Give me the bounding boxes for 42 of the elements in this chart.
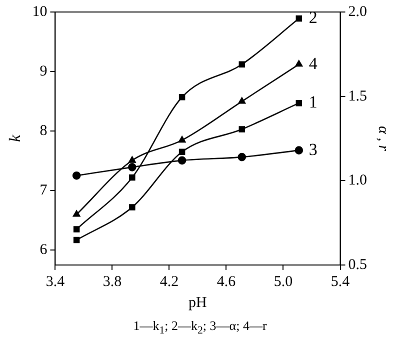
point	[238, 97, 246, 104]
y2-tick-label: 1.5	[348, 88, 367, 104]
y-axis-title: k	[6, 134, 24, 142]
point	[296, 100, 302, 106]
series-label: 1	[308, 92, 318, 112]
x-tick-label: 5.0	[274, 274, 293, 290]
point	[128, 163, 136, 172]
point	[294, 146, 304, 154]
point	[129, 204, 136, 210]
y2-axis-title: α , r	[375, 126, 392, 152]
y-tick-label: 6	[40, 242, 48, 258]
point	[129, 174, 136, 181]
y2-tick-label: 1.0	[348, 172, 367, 189]
text: 1—k$_{1}$; 2—k$_{2}$; 3—α; 4—r	[132, 318, 268, 337]
y-tick-label: 8	[40, 122, 48, 139]
series-label: 4	[308, 54, 318, 73]
point	[178, 156, 186, 165]
point	[73, 236, 80, 244]
point	[73, 226, 80, 232]
x-tick-label: 5.4	[330, 274, 350, 290]
y-tick-label: 9	[40, 63, 48, 80]
y2-tick-label: 0.5	[348, 256, 367, 273]
point	[295, 60, 303, 67]
y-tick-label: 7	[40, 182, 48, 199]
point	[72, 210, 80, 217]
x-tick-label: 4.6	[216, 274, 236, 290]
point	[238, 152, 246, 162]
y2-tick-label: 2.0	[348, 4, 367, 20]
x-axis-title: pH	[188, 294, 208, 311]
point	[72, 171, 81, 180]
point	[128, 156, 136, 163]
point	[178, 136, 186, 143]
x-tick-label: 4.2	[160, 274, 179, 290]
x-tick-label: 3.8	[102, 274, 122, 290]
x-tick-label: 3.4	[46, 274, 66, 290]
point	[178, 148, 186, 156]
series-label: 3	[308, 140, 318, 159]
point	[178, 94, 186, 100]
point	[238, 126, 246, 132]
point	[296, 15, 302, 22]
point	[238, 61, 246, 68]
y-tick-label: 10	[32, 4, 48, 20]
